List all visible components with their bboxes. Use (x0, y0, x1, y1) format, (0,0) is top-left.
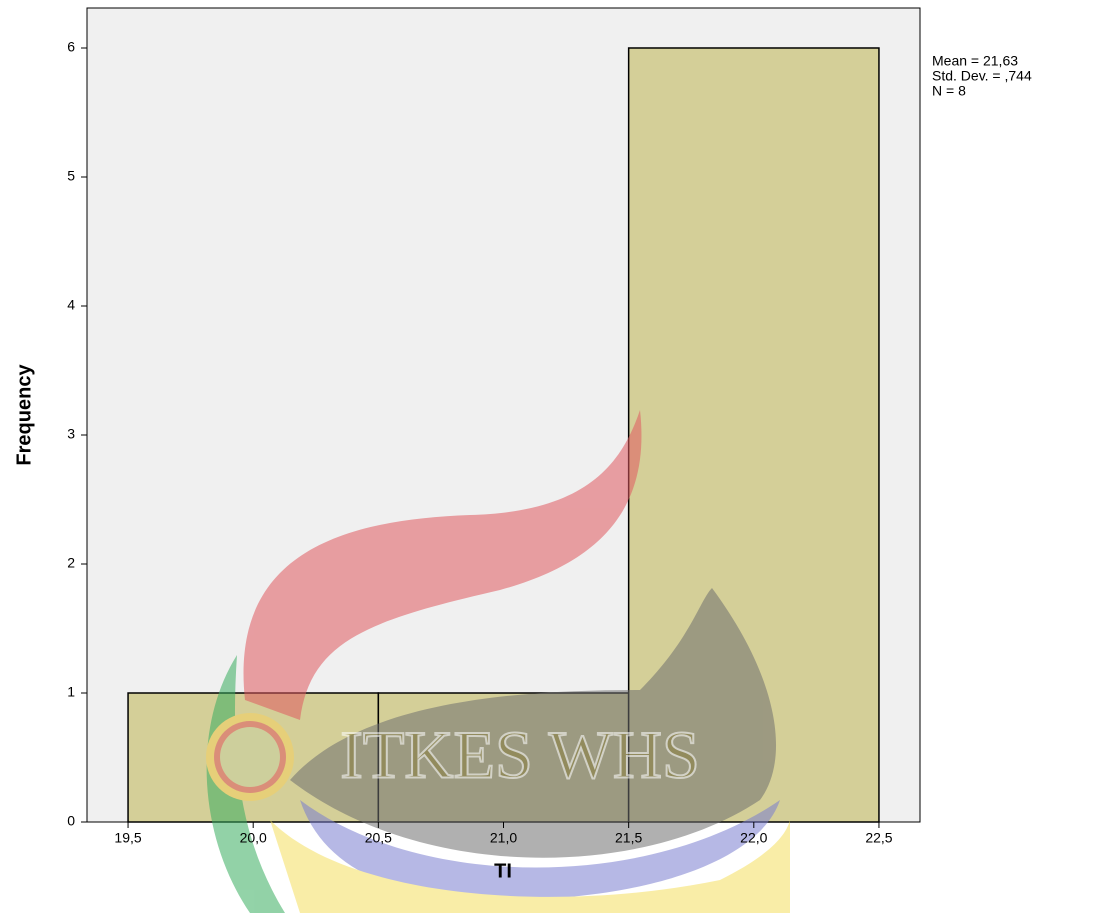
stat-annotation: Std. Dev. = ,744 (932, 68, 1032, 84)
y-tick-label: 2 (67, 555, 75, 571)
stat-annotation: Mean = 21,63 (932, 53, 1018, 69)
x-axis-label: TI (494, 860, 512, 882)
x-tick-label: 20,0 (240, 830, 267, 846)
x-tick-label: 21,0 (490, 830, 517, 846)
y-tick-label: 1 (67, 684, 75, 700)
x-tick-label: 20,5 (365, 830, 392, 846)
watermark-logo (206, 410, 790, 913)
x-tick-label: 19,5 (114, 830, 141, 846)
watermark-text: ITKES WHS (340, 717, 700, 793)
x-tick-label: 21,5 (615, 830, 642, 846)
y-tick-label: 3 (67, 426, 75, 442)
stat-annotation: N = 8 (932, 83, 966, 99)
y-tick-label: 4 (67, 297, 75, 313)
x-tick-label: 22,0 (740, 830, 767, 846)
y-tick-label: 0 (67, 813, 75, 829)
y-tick-label: 5 (67, 168, 75, 184)
y-axis-label: Frequency (13, 364, 35, 466)
y-tick-label: 6 (67, 39, 75, 55)
x-tick-label: 22,5 (865, 830, 892, 846)
